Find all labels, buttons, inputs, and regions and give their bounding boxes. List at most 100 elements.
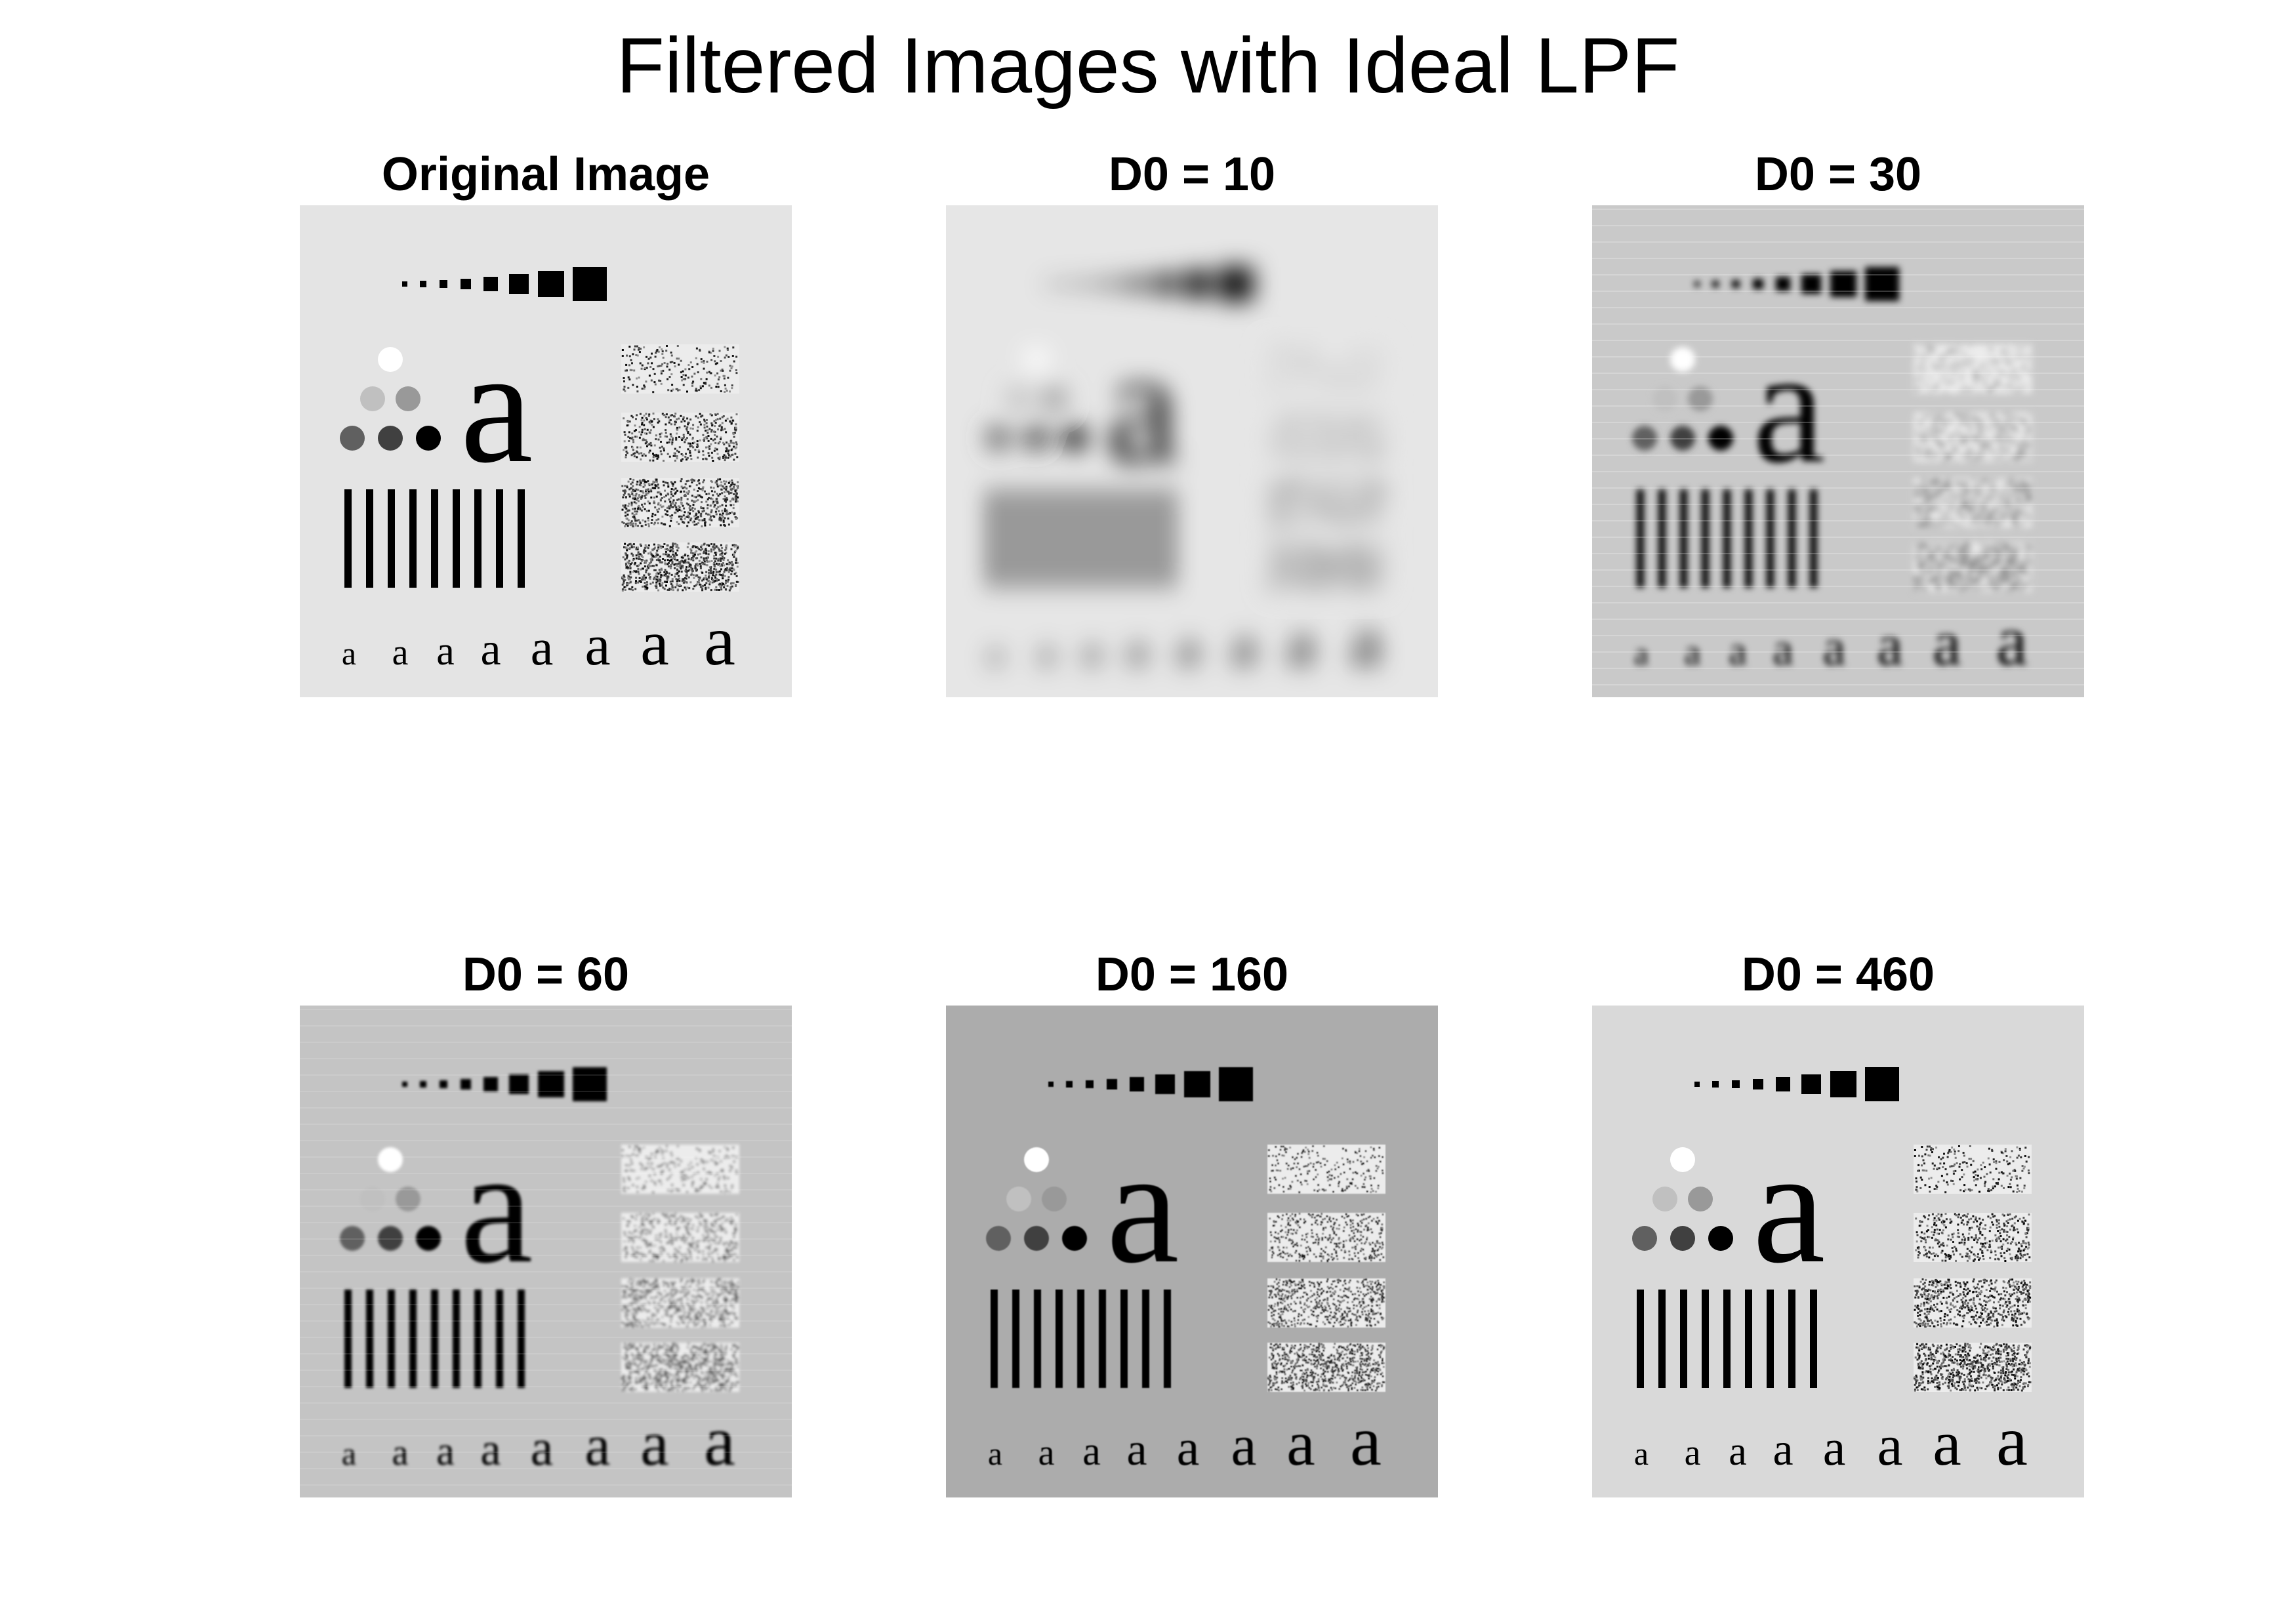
panel-title-d0-60: D0 = 60	[462, 948, 630, 1001]
noise-rect-2	[1267, 1278, 1385, 1328]
noise-rect-1	[1267, 413, 1385, 462]
small-letter-a-1: a	[1685, 1433, 1701, 1473]
vertical-bar-7	[1142, 489, 1149, 588]
noise-rect-3	[1267, 542, 1385, 592]
noise-rect-2	[1914, 478, 2032, 527]
circle-3	[1632, 426, 1657, 451]
noise-rect-1	[1267, 1213, 1385, 1262]
small-letter-a-7: a	[1350, 602, 1382, 680]
vertical-bar-2	[1680, 489, 1687, 588]
small-letter-a-3: a	[480, 1425, 501, 1475]
square-3	[461, 279, 471, 289]
panel-title-d0-160: D0 = 160	[1095, 948, 1289, 1001]
noise-rect-3	[621, 1343, 739, 1392]
vertical-bar-3	[409, 1290, 417, 1388]
noise-rect-1	[621, 413, 739, 462]
square-3	[461, 1079, 471, 1089]
circle-3	[1632, 1226, 1657, 1251]
square-1	[420, 281, 426, 287]
panel-d0-60: aa a a a a a a a	[300, 1006, 792, 1497]
vertical-bar-7	[496, 1290, 503, 1388]
circle-2	[1688, 386, 1713, 411]
noise-rect-0	[1267, 344, 1385, 394]
square-1	[1066, 1081, 1073, 1088]
square-3	[1107, 1079, 1117, 1089]
small-letter-a-0: a	[988, 635, 1002, 672]
square-4	[483, 1077, 498, 1091]
ringing-artifacts	[1592, 209, 2084, 685]
circle-4	[378, 1226, 403, 1251]
vertical-bar-7	[1788, 1290, 1795, 1388]
noise-rect-2	[1914, 1278, 2032, 1328]
square-6	[1830, 271, 1856, 297]
circle-0	[378, 1147, 403, 1172]
vertical-bar-0	[991, 1290, 998, 1388]
small-letter-a-2: a	[1082, 629, 1101, 674]
vertical-bar-4	[431, 1290, 438, 1388]
test-pattern: aa a a a a a a a	[1632, 1067, 2032, 1480]
square-6	[538, 1071, 564, 1097]
circle-5	[1062, 426, 1087, 451]
square-7	[1865, 1067, 1899, 1101]
square-6	[538, 271, 564, 297]
square-0	[1048, 1082, 1054, 1087]
panel-original-image: aa a a a a a a a	[300, 205, 792, 697]
noise-rect-1	[1914, 413, 2032, 462]
figure-title: Filtered Images with Ideal LPF	[616, 22, 1680, 110]
vertical-bar-4	[1723, 1290, 1731, 1388]
square-5	[509, 1074, 529, 1094]
vertical-bar-3	[1056, 489, 1063, 588]
small-letter-a-1: a	[1685, 632, 1701, 673]
test-pattern: aa a a a a a a a	[340, 1067, 739, 1480]
panel-d0-160: aa a a a a a a a	[946, 1006, 1438, 1497]
vertical-bar-5	[453, 489, 460, 588]
circle-3	[340, 1226, 365, 1251]
square-2	[1732, 1080, 1740, 1088]
vertical-bar-3	[1702, 1290, 1709, 1388]
vertical-bar-8	[518, 489, 525, 588]
vertical-bar-5	[453, 1290, 460, 1388]
square-7	[1219, 1067, 1253, 1101]
vertical-bar-4	[1723, 489, 1731, 588]
small-letter-a-5: a	[1231, 614, 1256, 678]
circle-2	[1688, 1187, 1713, 1211]
noise-rect-2	[1267, 478, 1385, 527]
vertical-bar-7	[1788, 489, 1795, 588]
square-1	[1066, 281, 1073, 287]
vertical-bar-2	[388, 1290, 395, 1388]
small-letter-a-3: a	[1773, 1425, 1793, 1475]
small-letter-a-0: a	[1634, 1435, 1649, 1472]
noise-rect-0	[1914, 1145, 2032, 1194]
vertical-bar-5	[1099, 1290, 1106, 1388]
vertical-bar-4	[1077, 489, 1084, 588]
circle-1	[1006, 1187, 1031, 1211]
small-letter-a-3: a	[1126, 1425, 1147, 1475]
square-2	[1732, 280, 1740, 288]
vertical-bar-0	[991, 489, 998, 588]
large-letter-a: a	[1753, 315, 1826, 497]
square-4	[1130, 1077, 1144, 1091]
square-3	[1753, 279, 1763, 289]
square-6	[1184, 1071, 1210, 1097]
circle-2	[396, 1187, 420, 1211]
vertical-bar-3	[1702, 489, 1709, 588]
large-letter-a: a	[1107, 315, 1179, 497]
circle-2	[1042, 1187, 1067, 1211]
small-letter-a-6: a	[1286, 1408, 1315, 1479]
small-letter-a-4: a	[1177, 619, 1200, 676]
noise-rect-2	[621, 1278, 739, 1328]
square-5	[509, 274, 529, 294]
vertical-bar-6	[474, 489, 482, 588]
noise-rect-0	[1914, 344, 2032, 394]
square-5	[1801, 274, 1821, 294]
circle-0	[378, 347, 403, 372]
small-letter-a-6: a	[1933, 608, 1961, 679]
small-letter-a-5: a	[1877, 614, 1902, 678]
small-letter-a-2: a	[436, 1429, 455, 1474]
circle-5	[416, 426, 441, 451]
square-0	[1694, 1082, 1700, 1087]
vertical-bar-8	[1164, 489, 1171, 588]
circle-0	[1670, 1147, 1695, 1172]
circle-5	[416, 1226, 441, 1251]
small-letter-a-0: a	[342, 1435, 356, 1472]
